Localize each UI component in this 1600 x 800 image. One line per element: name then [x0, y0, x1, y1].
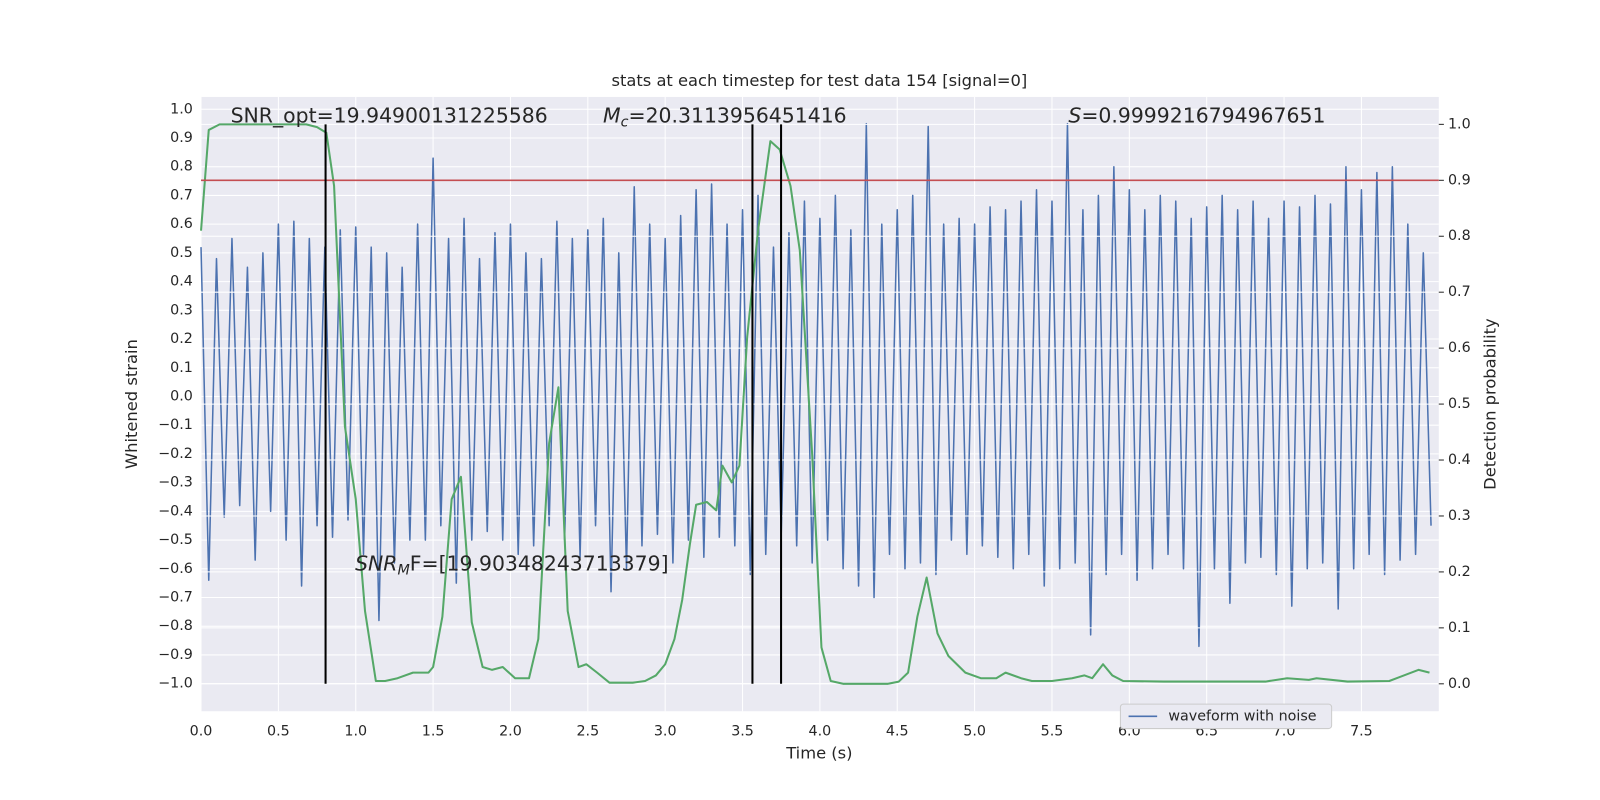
y-tick-label: 0.4: [170, 274, 193, 290]
annotation-text: =20.3113956451416: [628, 103, 846, 127]
y-tick-label: 0.5: [170, 245, 193, 261]
y2-tick-label: 0.9: [1448, 172, 1471, 188]
y-tick-label: −0.8: [158, 618, 193, 634]
y2-tick-label: 0.7: [1448, 284, 1471, 300]
y-tick-label: 0.0: [170, 388, 193, 404]
data-line: [200, 123, 1430, 685]
y2-tick-label: 0.2: [1448, 564, 1471, 580]
x-tick-label: 5.0: [963, 724, 986, 740]
y-tick-label: 0.3: [170, 302, 193, 318]
annotation-subscript: M: [397, 562, 409, 578]
chart-title: stats at each timestep for test data 154…: [611, 71, 1027, 90]
y-tick-label: 0.7: [170, 187, 193, 203]
annotation-symbol: M: [603, 103, 621, 127]
annotation-symbol: S: [1068, 103, 1081, 127]
annotation-text: =0.9999216794967651: [1081, 103, 1325, 127]
x-tick-label: 0.5: [267, 724, 290, 740]
annotation: SNRMF=[19.90348243713379]: [355, 551, 668, 578]
y2-tick-label: 0.4: [1448, 452, 1471, 468]
y-tick-label: −0.9: [158, 647, 193, 663]
x-tick-label: 0.0: [190, 724, 213, 740]
y2-axis-label: Detection probability: [1480, 318, 1499, 490]
x-tick-label: 3.0: [654, 724, 677, 740]
y2-tick-label: 0.8: [1448, 228, 1471, 244]
x-tick-label: 4.5: [886, 724, 909, 740]
y-tick-label: −1.0: [158, 676, 193, 692]
annotation-subscript: c: [621, 114, 629, 130]
y2-tick-label: 0.5: [1448, 396, 1471, 412]
annotation-text: SNR_opt=19.94900131225586: [231, 103, 548, 128]
y-tick-label: −0.4: [158, 503, 193, 519]
x-tick-label: 7.5: [1350, 724, 1373, 740]
y-tick-label: −0.7: [158, 589, 193, 605]
y-tick-label: 0.6: [170, 216, 193, 232]
x-tick-label: 3.5: [731, 724, 754, 740]
y-tick-label: −0.3: [158, 475, 193, 491]
x-tick-label: 2.0: [499, 724, 522, 740]
y2-tick-label: 0.1: [1448, 620, 1471, 636]
y-tick-label: 0.8: [170, 159, 193, 175]
y-axis-label: Whitened strain: [122, 339, 141, 469]
x-tick-label: 2.5: [576, 724, 599, 740]
y-tick-label: −0.1: [158, 417, 193, 433]
legend-box: [1119, 703, 1333, 730]
annotation-text: F=[19.90348243713379]: [410, 551, 669, 575]
y2-tick-label: 0.3: [1448, 508, 1471, 524]
annotation-symbol: SNR: [355, 551, 397, 575]
legend: waveform with noise: [1119, 703, 1333, 730]
annotation: S=0.9999216794967651: [1068, 103, 1325, 127]
x-tick-label: 4.0: [809, 724, 832, 740]
y2-tick-label: 0.0: [1448, 676, 1471, 692]
x-tick-label: 1.5: [422, 724, 445, 740]
legend-label: waveform with noise: [1168, 708, 1316, 724]
x-tick-label: 1.0: [344, 724, 367, 740]
y-tick-label: 0.9: [170, 130, 193, 146]
y-tick-label: −0.6: [158, 561, 193, 577]
y-tick-label: 0.1: [170, 360, 193, 376]
x-axis-label: Time (s): [785, 744, 852, 763]
y-tick-label: 0.2: [170, 331, 193, 347]
y-tick-label: −0.2: [158, 446, 193, 462]
x-tick-label: 5.5: [1041, 724, 1064, 740]
y2-tick-label: 0.6: [1448, 340, 1471, 356]
y-tick-label: 1.0: [170, 101, 193, 117]
annotation: SNR_opt=19.94900131225586: [231, 103, 548, 128]
y2-tick-label: 1.0: [1448, 116, 1471, 132]
annotation: Mc=20.3113956451416: [603, 103, 847, 130]
y-tick-label: −0.5: [158, 532, 193, 548]
